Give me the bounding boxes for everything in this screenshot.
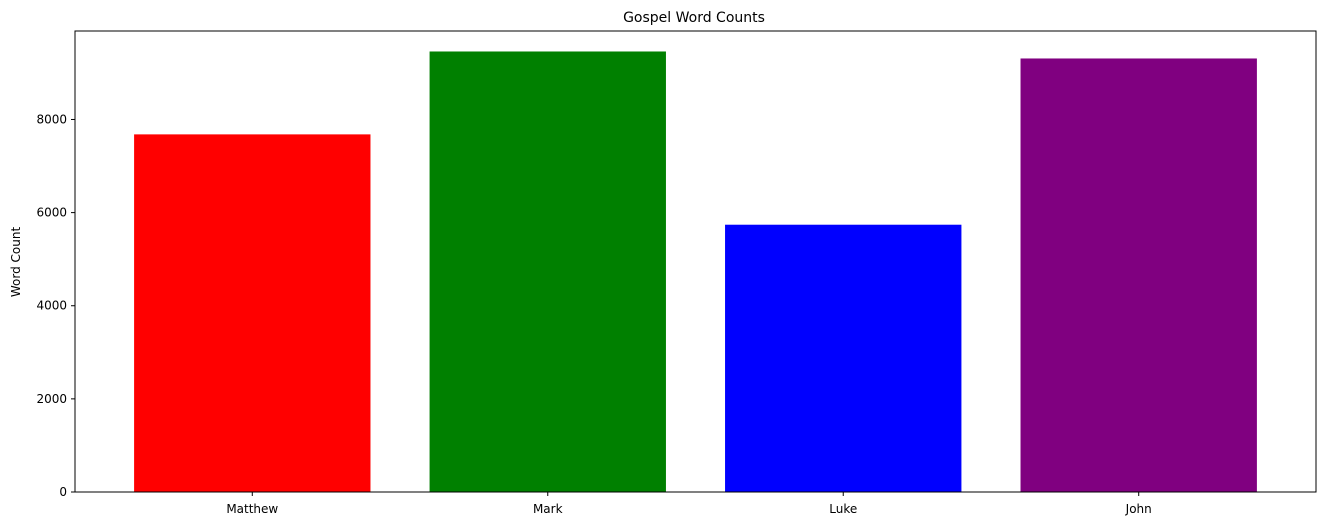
- x-axis: Matthew Mark Luke John: [226, 492, 1152, 516]
- x-tick-label: Mark: [533, 502, 563, 516]
- y-tick-label: 4000: [36, 299, 67, 313]
- plot-frame: [74, 30, 1317, 493]
- bar-mark: [429, 51, 666, 492]
- y-axis-label: Word Count: [9, 227, 23, 298]
- x-tick-label: Matthew: [226, 502, 278, 516]
- x-tick-label: John: [1125, 502, 1152, 516]
- y-tick-label: 2000: [36, 392, 67, 406]
- x-tick-label: Luke: [829, 502, 857, 516]
- chart-title: Gospel Word Counts: [623, 10, 765, 26]
- y-tick-label: 6000: [36, 206, 67, 220]
- y-tick-label: 0: [59, 485, 67, 499]
- bars-group: [134, 51, 1257, 493]
- bar-john: [1020, 58, 1257, 493]
- bar-luke: [725, 224, 962, 492]
- y-axis: 0 2000 4000 6000 8000: [36, 112, 75, 499]
- y-tick-label: 8000: [36, 112, 67, 126]
- bar-matthew: [134, 134, 371, 492]
